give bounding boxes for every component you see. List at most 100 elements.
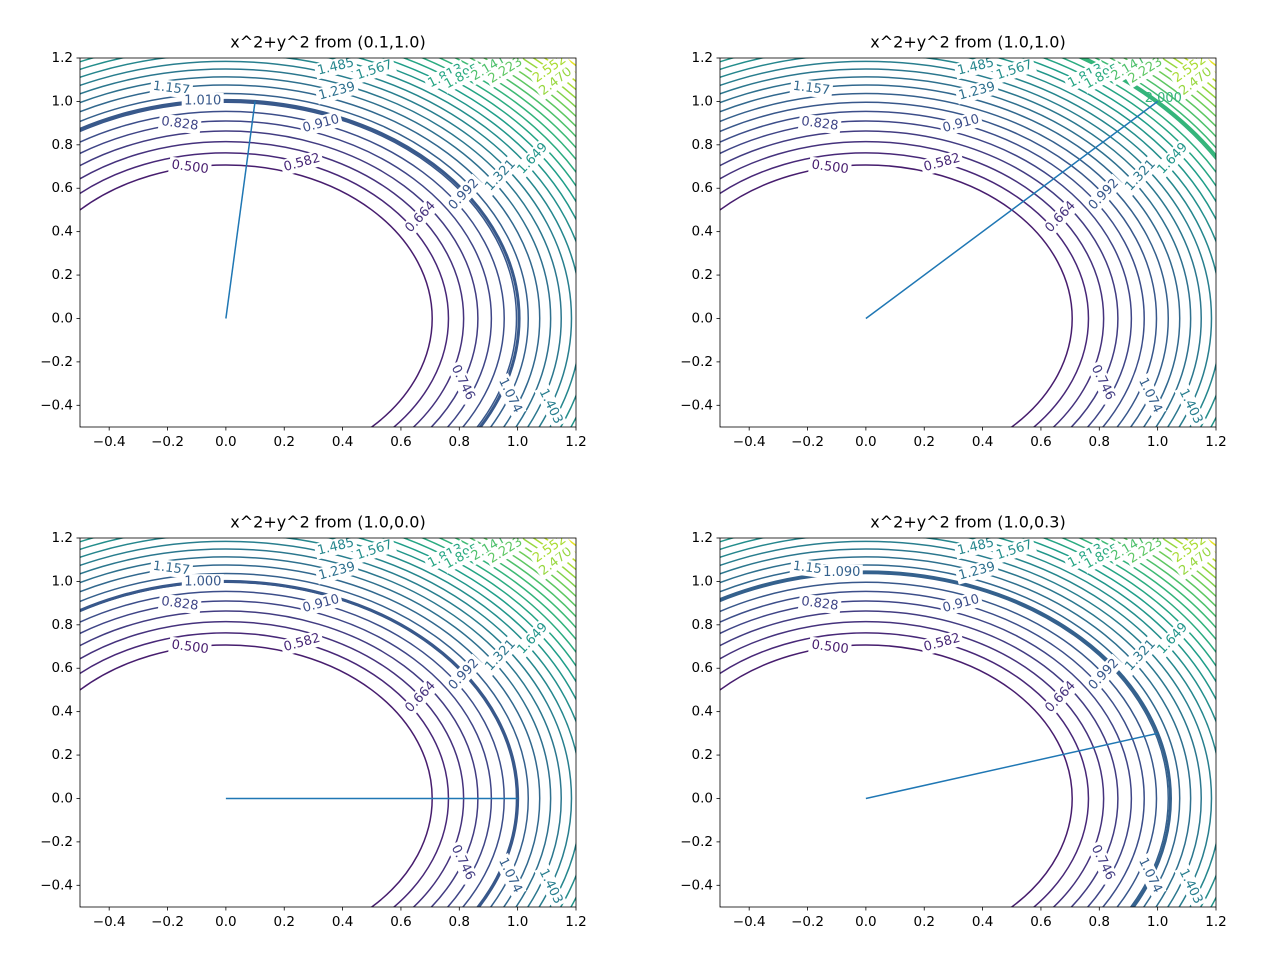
contour-label: 0.910: [941, 592, 981, 616]
contour-label-bg: [1174, 864, 1208, 907]
contour-label-bg: [808, 636, 852, 658]
contour-label: 0.746: [1088, 843, 1118, 883]
contour-label-bg: [298, 110, 344, 138]
x-tick-label: 0.2: [913, 434, 934, 450]
highlight-contour: [80, 579, 520, 907]
contour-label-bg: [443, 653, 485, 696]
contour-label-bg: [789, 77, 834, 100]
x-tick-label: 1.2: [1205, 434, 1226, 450]
contour-line: [720, 581, 1158, 907]
contour-label-bg: [446, 840, 480, 885]
y-tick-label: 1.2: [52, 50, 73, 66]
contour-label-bg: [168, 636, 212, 658]
contour-label-group: 1.567: [351, 58, 397, 85]
y-tick-label: 1.0: [692, 93, 713, 109]
contour-label: 1.074: [1135, 375, 1165, 415]
x-tick-label: 0.0: [855, 434, 876, 450]
contour-label-bg: [1174, 62, 1216, 101]
contour-line: [720, 101, 1158, 427]
y-tick-label: 0.4: [692, 704, 713, 720]
y-tick-label: 0.8: [52, 617, 73, 633]
contour-label-bg: [797, 113, 842, 135]
contour-label-bg: [1040, 676, 1081, 718]
highlight-label: 1.090: [823, 565, 860, 580]
contour-label-group: 0.500: [808, 156, 852, 178]
contour-line: [1020, 538, 1216, 683]
y-tick-label: 0.4: [692, 224, 713, 240]
contour-label-group: 1.567: [991, 538, 1037, 565]
contour-label-group: 0.582: [279, 149, 325, 177]
contour-label-bg: [314, 558, 360, 585]
x-tick-label: −0.4: [733, 434, 766, 450]
contour-line: [720, 60, 1213, 427]
x-tick-label: 1.0: [1147, 434, 1168, 450]
contour-label-bg: [279, 629, 325, 657]
contour-line: [720, 600, 1133, 907]
contour-label-group: 0.582: [279, 629, 325, 657]
contour-label-bg: [483, 58, 528, 89]
contour-label-bg: [1174, 384, 1208, 427]
contour-line: [80, 68, 562, 427]
contour-line: [720, 548, 1202, 907]
x-tick-label: 1.2: [1205, 914, 1226, 930]
y-tick-label: 0.6: [692, 180, 713, 196]
contour-label: 1.074: [1135, 855, 1165, 895]
plot-area: [720, 58, 1216, 427]
contour-label: 1.157: [152, 79, 191, 99]
contour-label-bg: [181, 574, 224, 591]
x-tick-label: −0.2: [151, 914, 184, 930]
contour-label-bg: [953, 58, 999, 80]
contour-line: [720, 620, 1105, 907]
contour-label-bg: [991, 538, 1037, 565]
contour-label-bg: [954, 558, 1000, 585]
contour-label-group: 0.500: [168, 156, 212, 178]
contour-label-bg: [400, 676, 441, 718]
contour-label-bg: [1167, 538, 1212, 568]
contour-line: [80, 120, 493, 427]
highlight-label: 1.000: [184, 575, 221, 590]
y-tick-label: −0.2: [680, 354, 713, 370]
contour-label-group: 0.746: [446, 840, 480, 885]
contour-label-bg: [480, 154, 521, 197]
axes-frame: [719, 537, 1217, 908]
contour-line: [720, 110, 1145, 427]
x-tick-label: 0.6: [390, 434, 411, 450]
contour-label-bg: [1133, 373, 1167, 418]
contour-line: [720, 68, 1202, 427]
contour-label: 0.828: [800, 594, 839, 614]
y-tick-label: 0.0: [52, 310, 73, 326]
contour-label-bg: [808, 156, 852, 178]
contour-label-bg: [938, 110, 984, 138]
contour-label-bg: [313, 538, 359, 560]
highlight-contour: [720, 570, 1172, 907]
contour-label: 0.582: [282, 631, 322, 655]
contour-label-bg: [1083, 653, 1125, 696]
contour-label-bg: [1123, 58, 1168, 89]
contour-label-group: 0.910: [298, 110, 344, 138]
y-tick-label: 0.0: [692, 790, 713, 806]
contour-line: [80, 140, 465, 427]
contour-label-group: 0.500: [808, 636, 852, 658]
contour-label: 1.567: [354, 537, 394, 563]
contour-label-group: 0.746: [446, 360, 480, 405]
x-tick-label: −0.4: [93, 914, 126, 930]
x-tick-label: 0.0: [215, 914, 236, 930]
y-tick-label: −0.4: [40, 397, 73, 413]
contour-line: [720, 572, 1169, 907]
contour-line: [80, 84, 541, 427]
x-tick-label: −0.2: [791, 434, 824, 450]
x-tick-label: 0.6: [1030, 914, 1051, 930]
contour-label: 0.500: [171, 637, 210, 657]
contour-label-bg: [1086, 360, 1120, 405]
contour-label: 0.746: [1088, 363, 1118, 403]
contour-label-bg: [298, 590, 344, 618]
contour-line: [80, 540, 573, 907]
plot-area: [80, 538, 576, 907]
contour-line: [720, 76, 1192, 427]
y-tick-label: 0.2: [52, 747, 73, 763]
contour-label: 1.157: [792, 79, 831, 99]
contour-label-bg: [820, 564, 863, 581]
